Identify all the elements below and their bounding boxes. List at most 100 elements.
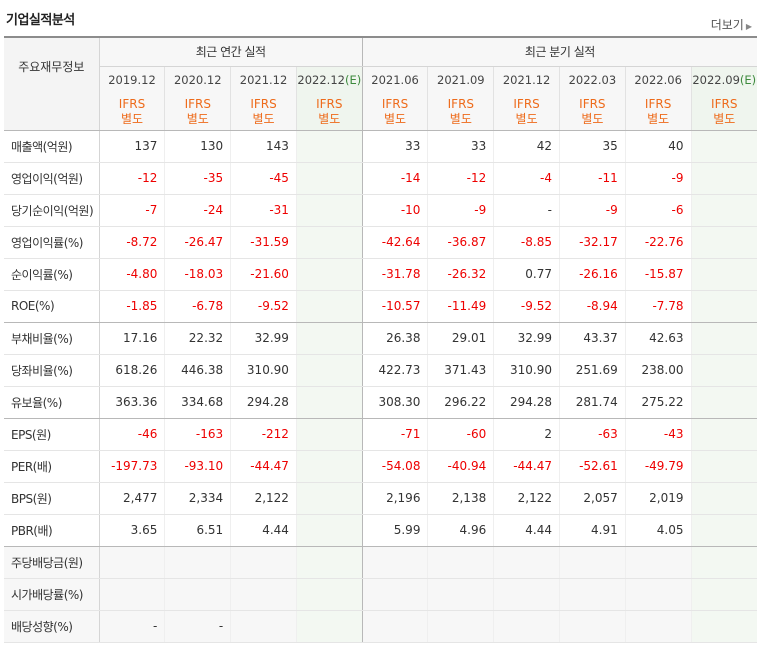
table-cell: -11 <box>558 162 626 195</box>
table-cell: 143 <box>230 130 297 163</box>
table-cell: - <box>493 194 560 227</box>
table-cell: 294.28 <box>230 386 297 419</box>
table-cell: 2,122 <box>493 482 560 515</box>
table-cell <box>230 578 297 611</box>
table-row: 영업이익률(%) -8.72 -26.47 -31.59 -42.64 -36.87 -8.… <box>4 226 757 259</box>
table-cell: 363.36 <box>99 386 165 419</box>
period-header: 2021.12 <box>493 66 560 94</box>
table-cell <box>295 290 363 323</box>
table-cell: 2,477 <box>99 482 165 515</box>
table-cell: 33 <box>361 130 428 163</box>
ifrs-type-label: 별도 <box>713 111 736 126</box>
table-cell: 294.28 <box>493 386 560 419</box>
table-cell: -45 <box>230 162 297 195</box>
table-cell: -163 <box>164 418 231 451</box>
table-cell <box>493 578 560 611</box>
more-link-label: 더보기 <box>710 18 744 32</box>
period-header: 2019.12 <box>99 66 165 94</box>
table-cell <box>690 450 757 483</box>
row-label: 영업이익(억원) <box>4 162 100 195</box>
ifrs-cell: IFRS 별도 <box>361 94 428 131</box>
quarter-group-header: 최근 분기 실적 <box>362 37 757 67</box>
ifrs-row: IFRS 별도 IFRS 별도 IFRS 별도 IFRS 별도 IFRS 별도 IFRS 별도 IFRS… <box>4 94 757 131</box>
period-label: 2022.06 <box>634 73 682 88</box>
row-label: EPS(원) <box>4 418 100 451</box>
ifrs-cell: IFRS 별도 <box>427 94 494 131</box>
table-cell: - <box>99 610 165 643</box>
table-cell <box>427 610 494 643</box>
table-cell <box>624 546 692 579</box>
period-header: 2021.12 <box>230 66 297 94</box>
table-cell: -44.47 <box>493 450 560 483</box>
ifrs-cell: IFRS 별도 <box>99 94 165 131</box>
estimate-mark: (E) <box>344 73 362 88</box>
table-cell: -36.87 <box>427 226 494 259</box>
table-cell: -60 <box>427 418 494 451</box>
table-cell <box>164 578 231 611</box>
table-cell <box>690 322 757 355</box>
table-cell: -10 <box>361 194 428 227</box>
ifrs-cell: IFRS 별도 <box>295 94 363 131</box>
table-cell: -9 <box>624 162 692 195</box>
ifrs-type-label: 별도 <box>515 111 538 126</box>
ifrs-cell: IFRS 별도 <box>624 94 692 131</box>
table-cell: 137 <box>99 130 165 163</box>
table-cell: 32.99 <box>230 322 297 355</box>
table-cell: -8.85 <box>493 226 560 259</box>
table-cell: 2 <box>493 418 560 451</box>
table-cell: -21.60 <box>230 258 297 291</box>
table-row: PBR(배) 3.65 6.51 4.44 5.99 4.96 4.44 4.91 4.05 <box>4 514 757 547</box>
ifrs-label: IFRS <box>644 96 672 111</box>
period-label: 2021.06 <box>371 73 419 88</box>
more-link[interactable]: 더보기 ▶ <box>711 16 752 33</box>
ifrs-type-label: 별도 <box>318 111 341 126</box>
table-row: 배당성향(%) - - <box>4 610 757 643</box>
table-row: 시가배당률(%) <box>4 578 757 611</box>
ifrs-cell: IFRS 별도 <box>690 94 757 131</box>
table-cell: 40 <box>624 130 692 163</box>
row-label: 주당배당금(원) <box>4 546 100 579</box>
table-cell <box>295 450 363 483</box>
table-cell: 2,057 <box>558 482 626 515</box>
table-cell: 3.65 <box>99 514 165 547</box>
table-cell <box>295 482 363 515</box>
period-label: 2022.09 <box>692 73 740 88</box>
table-cell <box>690 226 757 259</box>
table-cell: 422.73 <box>361 354 428 387</box>
period-label: 2019.12 <box>108 73 156 88</box>
table-row: 당기순이익(억원) -7 -24 -31 -10 -9- -9 -6 <box>4 194 757 227</box>
table-cell <box>295 226 363 259</box>
table-cell <box>295 578 363 611</box>
table-cell: 275.22 <box>624 386 692 419</box>
table-cell <box>361 546 428 579</box>
period-header-row: 2019.12 2020.12 2021.12 2022.12(E) 2021.06 20… <box>4 66 757 94</box>
table-cell <box>690 386 757 419</box>
table-row: ROE(%) -1.85 -6.78 -9.52 -10.57 -11.49 -9.52 -8… <box>4 290 757 323</box>
financial-summary-table: 주요재무정보 최근 연간 실적 최근 분기 실적 2019.12 2020.12 2… <box>4 36 757 643</box>
table-cell: -9 <box>558 194 626 227</box>
table-cell: -43 <box>624 418 692 451</box>
table-cell: 371.43 <box>427 354 494 387</box>
table-cell <box>361 578 428 611</box>
chevron-right-icon: ▶ <box>745 22 752 31</box>
table-cell: -63 <box>558 418 626 451</box>
table-cell <box>295 258 363 291</box>
table-cell: 2,334 <box>164 482 231 515</box>
row-label: 당기순이익(억원) <box>4 194 100 227</box>
table-cell <box>493 610 560 643</box>
table-cell: -11.49 <box>427 290 494 323</box>
table-cell: -12 <box>99 162 165 195</box>
ifrs-label: IFRS <box>447 96 475 111</box>
table-row: 당좌비율(%) 618.26 446.38 310.90 422.73 371.43 310… <box>4 354 757 387</box>
table-cell <box>295 194 363 227</box>
estimate-mark: (E) <box>739 73 757 88</box>
table-cell: -6 <box>624 194 692 227</box>
table-cell: -9 <box>427 194 494 227</box>
period-label: 2020.12 <box>173 73 222 88</box>
ifrs-label: IFRS <box>579 96 606 111</box>
row-label: 부채비율(%) <box>4 322 100 355</box>
table-cell: 2,019 <box>624 482 692 515</box>
table-cell: 4.91 <box>558 514 626 547</box>
table-cell: -1.85 <box>99 290 165 323</box>
table-cell: 4.96 <box>427 514 494 547</box>
